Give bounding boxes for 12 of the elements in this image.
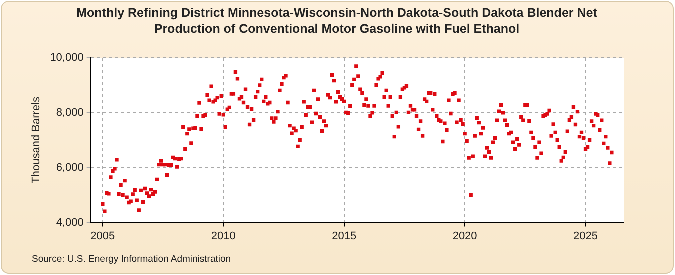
x-tick-label: 2005 xyxy=(90,230,116,242)
x-tick-label: 2010 xyxy=(211,230,236,242)
y-axis-title: Thousand Barrels xyxy=(30,96,43,184)
y-tick-label: 4,000 xyxy=(56,216,84,229)
source-note: Source: U.S. Energy Information Administration xyxy=(32,254,232,265)
chart-title: Monthly Refining District Minnesota-Wisconsin-North Dakota-South Dakota Blender Net Production of Conventional Motor Gasoline with Fuel Ethanol xyxy=(76,5,598,37)
y-tick-label: 10,000 xyxy=(50,52,84,64)
y-tick-label: 6,000 xyxy=(56,162,84,174)
x-tick-label: 2015 xyxy=(332,230,357,242)
x-tick-label: 2025 xyxy=(574,230,598,242)
x-tick-label: 2020 xyxy=(452,230,478,242)
y-tick-label: 8,000 xyxy=(56,106,84,119)
